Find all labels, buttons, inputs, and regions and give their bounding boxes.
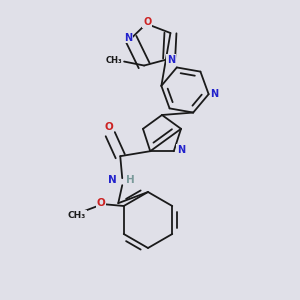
Text: N: N	[108, 175, 117, 185]
Text: CH₃: CH₃	[68, 211, 86, 220]
Text: H: H	[126, 175, 135, 185]
Text: N: N	[177, 145, 185, 155]
Text: O: O	[143, 17, 152, 27]
Text: O: O	[105, 122, 114, 132]
Text: O: O	[96, 198, 105, 208]
Text: CH₃: CH₃	[106, 56, 122, 65]
Text: N: N	[124, 33, 132, 43]
Text: N: N	[167, 55, 175, 65]
Text: N: N	[211, 89, 219, 99]
